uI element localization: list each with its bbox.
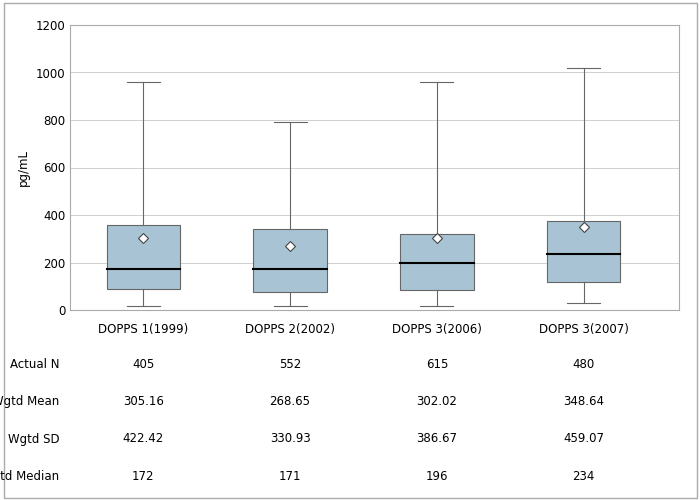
Text: 172: 172 xyxy=(132,470,155,483)
Text: 480: 480 xyxy=(573,358,595,370)
Text: 615: 615 xyxy=(426,358,448,370)
Text: 422.42: 422.42 xyxy=(122,432,164,446)
Text: 268.65: 268.65 xyxy=(270,395,311,408)
Text: 386.67: 386.67 xyxy=(416,432,457,446)
Text: Actual N: Actual N xyxy=(10,358,60,370)
Y-axis label: pg/mL: pg/mL xyxy=(17,149,30,186)
Text: 196: 196 xyxy=(426,470,448,483)
Text: 302.02: 302.02 xyxy=(416,395,457,408)
Text: DOPPS 3(2007): DOPPS 3(2007) xyxy=(539,322,629,336)
Bar xyxy=(547,221,620,282)
Text: Wgtd SD: Wgtd SD xyxy=(8,432,60,446)
Text: 459.07: 459.07 xyxy=(563,432,604,446)
Text: Wgtd Median: Wgtd Median xyxy=(0,470,60,483)
Text: Wgtd Mean: Wgtd Mean xyxy=(0,395,60,408)
Text: DOPPS 2(2002): DOPPS 2(2002) xyxy=(245,322,335,336)
Text: 405: 405 xyxy=(132,358,155,370)
Text: 330.93: 330.93 xyxy=(270,432,311,446)
Bar xyxy=(106,224,180,288)
Bar xyxy=(253,229,327,292)
Text: 348.64: 348.64 xyxy=(563,395,604,408)
Text: DOPPS 1(1999): DOPPS 1(1999) xyxy=(98,322,188,336)
Text: 171: 171 xyxy=(279,470,302,483)
Text: 305.16: 305.16 xyxy=(123,395,164,408)
Text: 234: 234 xyxy=(573,470,595,483)
Bar xyxy=(400,234,474,290)
Text: DOPPS 3(2006): DOPPS 3(2006) xyxy=(392,322,482,336)
Text: 552: 552 xyxy=(279,358,301,370)
